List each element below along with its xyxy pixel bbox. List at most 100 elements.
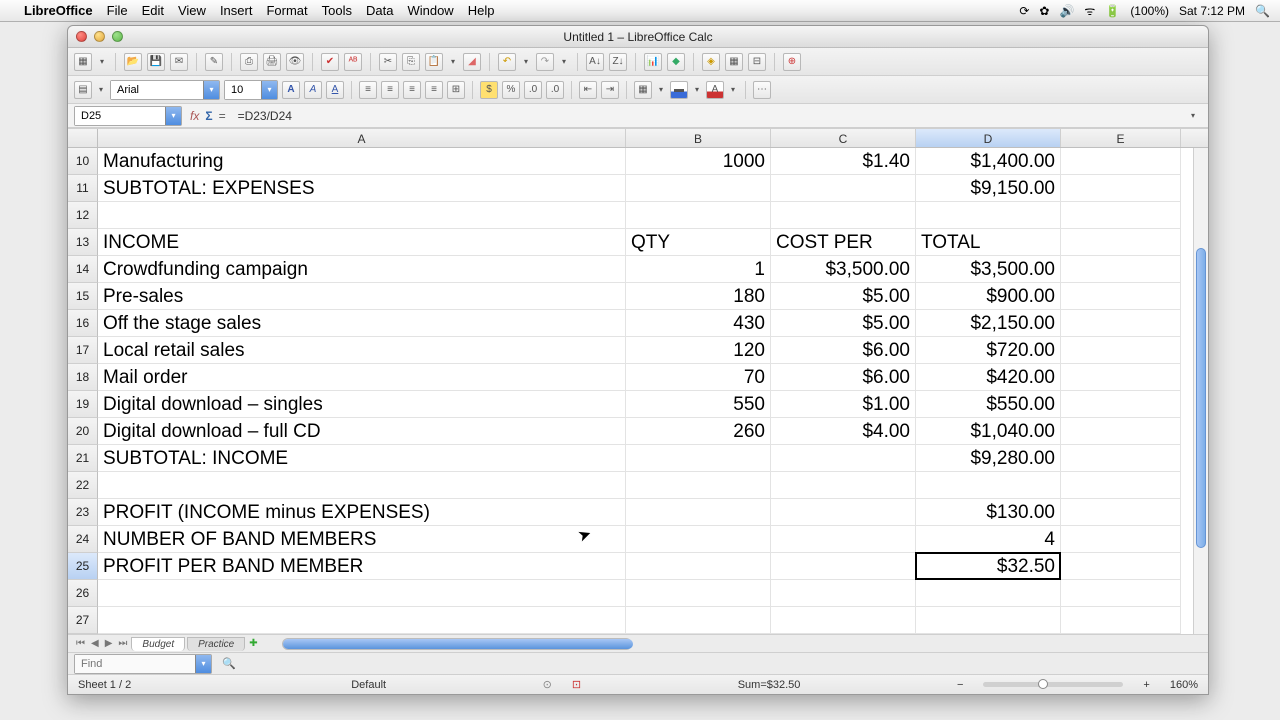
navigator-icon[interactable]: ◈ <box>702 53 720 71</box>
cell[interactable]: 180 <box>626 283 771 310</box>
cell[interactable]: SUBTOTAL: INCOME <box>98 445 626 472</box>
name-box-dropdown[interactable]: ▾ <box>165 107 181 125</box>
save-icon[interactable]: 💾 <box>147 53 165 71</box>
cell[interactable] <box>771 472 916 499</box>
cell[interactable]: Crowdfunding campaign <box>98 256 626 283</box>
sort-desc-icon[interactable]: Z↓ <box>609 53 627 71</box>
row-header[interactable]: 13 <box>68 229 98 256</box>
cell[interactable] <box>771 445 916 472</box>
row-header[interactable]: 21 <box>68 445 98 472</box>
cell[interactable] <box>98 472 626 499</box>
italic-icon[interactable]: A <box>304 81 322 99</box>
copy-icon[interactable]: ⎘ <box>402 53 420 71</box>
menu-format[interactable]: Format <box>266 3 307 18</box>
cell[interactable] <box>1061 337 1181 364</box>
chart-icon[interactable]: 📊 <box>644 53 662 71</box>
name-box[interactable]: ▾ <box>74 106 182 126</box>
cell[interactable]: Manufacturing <box>98 148 626 175</box>
cell[interactable] <box>626 202 771 229</box>
vertical-scrollbar[interactable] <box>1193 148 1208 634</box>
cell[interactable]: 120 <box>626 337 771 364</box>
cell[interactable] <box>98 202 626 229</box>
merge-cells-icon[interactable]: ⊞ <box>447 81 465 99</box>
cell[interactable]: $420.00 <box>916 364 1061 391</box>
cell[interactable] <box>1061 391 1181 418</box>
row-header[interactable]: 20 <box>68 418 98 445</box>
cell[interactable]: $9,150.00 <box>916 175 1061 202</box>
cell[interactable]: 430 <box>626 310 771 337</box>
cell[interactable] <box>916 607 1061 634</box>
hscroll-thumb[interactable] <box>283 639 633 649</box>
cell[interactable]: PROFIT (INCOME minus EXPENSES) <box>98 499 626 526</box>
cell[interactable]: QTY <box>626 229 771 256</box>
font-name-dropdown[interactable]: ▾ <box>203 81 219 99</box>
row-header[interactable]: 22 <box>68 472 98 499</box>
add-decimal-icon[interactable]: .0 <box>524 81 542 99</box>
preview-icon[interactable]: 👁 <box>286 53 304 71</box>
cell[interactable] <box>771 526 916 553</box>
cell[interactable]: $3,500.00 <box>916 256 1061 283</box>
cell[interactable] <box>98 580 626 607</box>
function-wizard-icon[interactable]: fx <box>190 109 199 123</box>
row-header[interactable]: 15 <box>68 283 98 310</box>
borders-icon[interactable]: ▦ <box>634 81 652 99</box>
cell[interactable]: Pre-sales <box>98 283 626 310</box>
row-header[interactable]: 27 <box>68 607 98 634</box>
col-header-b[interactable]: B <box>626 129 771 147</box>
zoom-icon[interactable]: ⊕ <box>783 53 801 71</box>
cell[interactable]: COST PER <box>771 229 916 256</box>
font-size-input[interactable] <box>225 81 261 99</box>
cell[interactable] <box>1061 553 1181 580</box>
currency-icon[interactable]: $ <box>480 81 498 99</box>
cell[interactable] <box>626 175 771 202</box>
cell[interactable] <box>98 607 626 634</box>
add-sheet-icon[interactable]: ✚ <box>247 638 259 649</box>
tab-prev-icon[interactable]: ◀ <box>89 638 101 649</box>
row-header[interactable]: 26 <box>68 580 98 607</box>
cell[interactable]: Digital download – singles <box>98 391 626 418</box>
styles-icon[interactable]: ▤ <box>74 81 92 99</box>
menu-window[interactable]: Window <box>407 3 453 18</box>
cell[interactable]: PROFIT PER BAND MEMBER <box>98 553 626 580</box>
cell[interactable] <box>1061 472 1181 499</box>
cell[interactable] <box>1061 202 1181 229</box>
row-header[interactable]: 23 <box>68 499 98 526</box>
cell[interactable] <box>771 499 916 526</box>
more-icon[interactable]: ⋯ <box>753 81 771 99</box>
cell[interactable] <box>1061 580 1181 607</box>
cell[interactable]: $3,500.00 <box>771 256 916 283</box>
cell[interactable]: Mail order <box>98 364 626 391</box>
col-header-e[interactable]: E <box>1061 129 1181 147</box>
cell[interactable] <box>1061 445 1181 472</box>
align-right-icon[interactable]: ≡ <box>403 81 421 99</box>
cell[interactable] <box>626 553 771 580</box>
inc-indent-icon[interactable]: ⇥ <box>601 81 619 99</box>
cell[interactable]: SUBTOTAL: EXPENSES <box>98 175 626 202</box>
cell[interactable]: $130.00 <box>916 499 1061 526</box>
row-header[interactable]: 25 <box>68 553 98 580</box>
font-name-combo[interactable]: ▾ <box>110 80 220 100</box>
font-size-combo[interactable]: ▾ <box>224 80 278 100</box>
cell[interactable]: Local retail sales <box>98 337 626 364</box>
sheet-tab-budget[interactable]: Budget <box>131 637 185 651</box>
row-header[interactable]: 16 <box>68 310 98 337</box>
cell[interactable] <box>1061 418 1181 445</box>
zoom-slider[interactable] <box>983 682 1123 687</box>
cell[interactable]: 70 <box>626 364 771 391</box>
vscroll-thumb[interactable] <box>1196 248 1206 548</box>
find-combo[interactable]: ▾ <box>74 654 212 674</box>
edit-icon[interactable]: ✎ <box>205 53 223 71</box>
cell[interactable]: $2,150.00 <box>916 310 1061 337</box>
cell[interactable]: $1,040.00 <box>916 418 1061 445</box>
cell[interactable]: NUMBER OF BAND MEMBERS <box>98 526 626 553</box>
align-justify-icon[interactable]: ≡ <box>425 81 443 99</box>
row-header[interactable]: 11 <box>68 175 98 202</box>
new-doc-icon[interactable]: ▦ <box>74 53 92 71</box>
show-draw-icon[interactable]: ◆ <box>667 53 685 71</box>
cell[interactable]: $1.00 <box>771 391 916 418</box>
find-next-icon[interactable]: 🔍 <box>222 657 236 670</box>
font-size-dropdown[interactable]: ▾ <box>261 81 277 99</box>
cell[interactable] <box>1061 526 1181 553</box>
menu-data[interactable]: Data <box>366 3 393 18</box>
menubar-sync-icon[interactable]: ⟳ <box>1019 4 1029 18</box>
